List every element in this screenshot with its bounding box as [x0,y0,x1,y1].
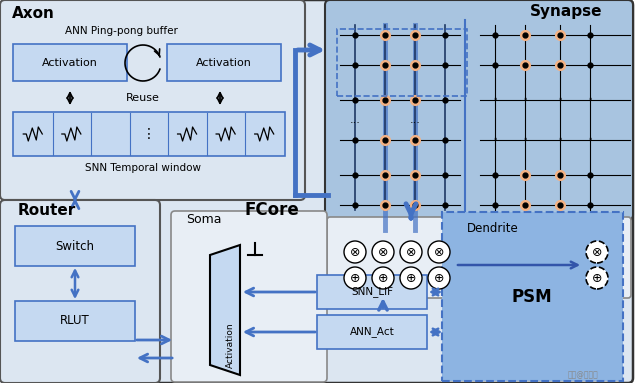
Text: ...: ... [410,115,420,125]
FancyBboxPatch shape [0,200,160,383]
FancyBboxPatch shape [0,0,305,200]
Text: ⊗: ⊗ [349,246,360,259]
Text: ⊗: ⊗ [434,246,444,259]
FancyBboxPatch shape [171,211,327,382]
Text: RLUT: RLUT [60,314,90,327]
Text: ·: · [557,131,563,149]
Text: Activation: Activation [196,58,252,68]
Text: SNN Temporal window: SNN Temporal window [85,163,201,173]
FancyBboxPatch shape [15,226,135,266]
FancyBboxPatch shape [167,44,281,81]
Circle shape [428,267,450,289]
Text: ⊗: ⊗ [378,246,388,259]
FancyBboxPatch shape [442,212,623,381]
Text: ⊕: ⊕ [406,272,416,285]
FancyBboxPatch shape [155,0,633,383]
Text: ⊗: ⊗ [406,246,416,259]
Text: ANN_Act: ANN_Act [349,327,394,337]
Circle shape [428,241,450,263]
Text: ...: ... [349,115,360,125]
Text: ANN Ping-pong buffer: ANN Ping-pong buffer [65,26,178,36]
Circle shape [586,267,608,289]
Text: Activation: Activation [42,58,98,68]
Text: Switch: Switch [56,239,95,252]
Text: Axon: Axon [12,6,55,21]
Circle shape [372,241,394,263]
Text: SNN_LIF: SNN_LIF [351,286,393,298]
Text: ⊕: ⊕ [349,272,360,285]
Text: ·: · [522,131,527,149]
FancyBboxPatch shape [327,217,631,298]
Circle shape [400,241,422,263]
FancyBboxPatch shape [317,315,427,349]
Text: Synapse: Synapse [530,4,602,19]
Text: Reuse: Reuse [126,93,160,103]
Text: FCore: FCore [245,201,300,219]
Circle shape [400,267,422,289]
Text: ⊕: ⊕ [434,272,444,285]
FancyBboxPatch shape [13,44,127,81]
Polygon shape [210,245,240,375]
Text: ·: · [557,91,563,109]
Text: ·: · [588,91,593,109]
Circle shape [372,267,394,289]
Text: ·: · [492,131,498,149]
Text: PSM: PSM [512,288,552,306]
Circle shape [344,241,366,263]
FancyBboxPatch shape [13,112,285,156]
Text: Activation: Activation [225,322,234,368]
FancyBboxPatch shape [15,301,135,341]
Text: 头条@研智元: 头条@研智元 [568,370,599,379]
Text: Soma: Soma [186,213,221,226]
FancyBboxPatch shape [317,275,427,309]
Text: ·: · [588,131,593,149]
Text: ⊕: ⊕ [378,272,388,285]
Text: ·: · [492,91,498,109]
Text: ⋮: ⋮ [142,127,156,141]
Text: Dendrite: Dendrite [467,222,519,235]
Circle shape [586,241,608,263]
Text: Router: Router [18,203,76,218]
Text: ⊗: ⊗ [592,246,602,259]
Text: ·: · [522,91,527,109]
Text: ⊕: ⊕ [592,272,602,285]
Circle shape [344,267,366,289]
FancyBboxPatch shape [325,0,633,220]
